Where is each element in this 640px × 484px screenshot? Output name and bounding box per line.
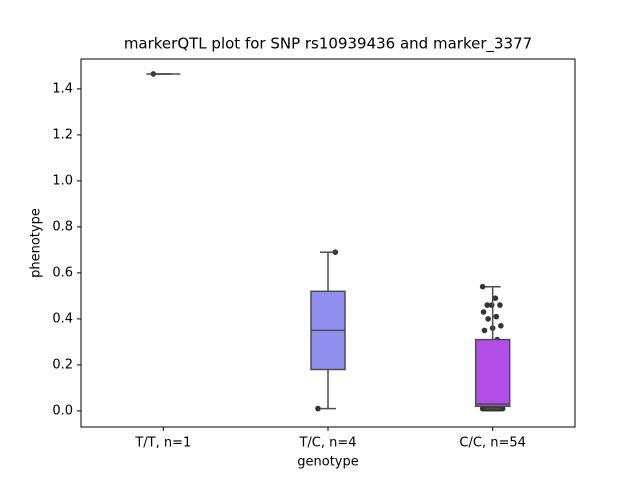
- data-point: [497, 302, 503, 308]
- y-tick-label: 1.4: [52, 81, 73, 96]
- data-point: [480, 309, 487, 315]
- x-tick-label: C/C, n=54: [459, 436, 525, 451]
- y-tick-label: 0.0: [52, 403, 73, 418]
- y-axis-label: phenotype: [29, 208, 44, 278]
- y-tick-label: 0.2: [52, 357, 73, 372]
- y-tick-label: 0.6: [52, 265, 73, 280]
- x-axis-label: genotype: [297, 455, 358, 470]
- x-tick-label: T/T, n=1: [134, 436, 191, 451]
- data-point: [479, 283, 486, 290]
- y-tick-label: 1.0: [52, 173, 73, 188]
- x-tick-label: T/C, n=4: [298, 436, 356, 451]
- y-tick-label: 0.4: [52, 311, 73, 326]
- data-point: [484, 302, 491, 308]
- data-point: [481, 327, 488, 334]
- box: [474, 338, 511, 408]
- data-point: [485, 316, 491, 322]
- y-tick-label: 1.2: [52, 127, 73, 142]
- chart-title: markerQTL plot for SNP rs10939436 and ma…: [124, 35, 532, 54]
- data-point: [498, 323, 504, 329]
- y-tick-label: 0.8: [52, 219, 73, 234]
- data-point: [492, 295, 499, 302]
- data-point: [493, 313, 500, 320]
- data-point: [488, 302, 495, 308]
- data-point: [480, 405, 487, 412]
- plot-frame: [80, 58, 576, 428]
- data-point: [315, 405, 321, 412]
